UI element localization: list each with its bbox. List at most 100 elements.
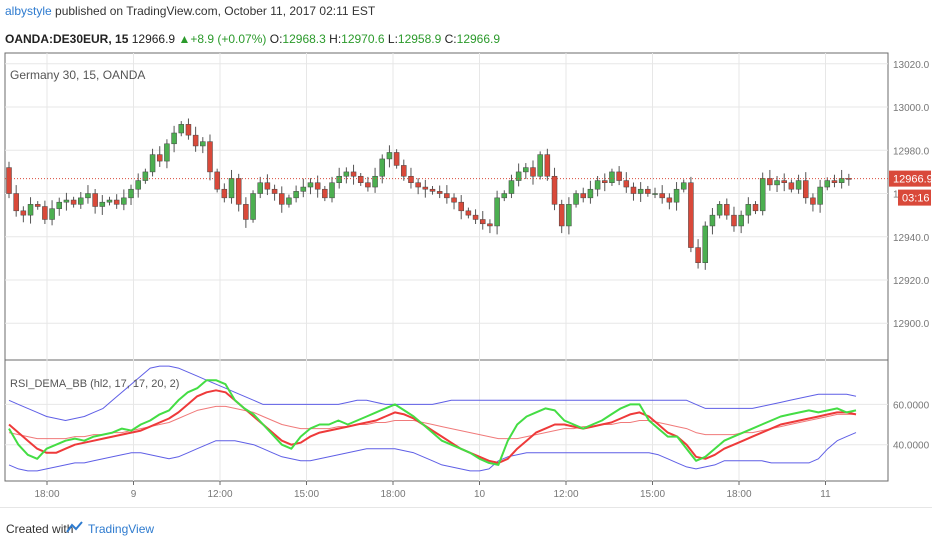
candle-bull (307, 182, 314, 188)
footer: Created with TradingView (0, 507, 932, 551)
indicator-title: RSI_DEMA_BB (hl2, 17, 17, 20, 2) (10, 378, 179, 390)
candle-bear (34, 204, 41, 207)
low-value: 12958.9 (397, 32, 442, 46)
candle-bull (27, 204, 34, 216)
price-tick-label: 12900.0 (893, 319, 930, 330)
candle-bull (609, 171, 615, 183)
candle-bear (271, 188, 278, 194)
tradingview-logo-icon (66, 521, 83, 533)
last-price-tag (889, 170, 931, 187)
candle-bear (623, 180, 630, 188)
countdown-tag (898, 189, 931, 206)
candle-bear (192, 134, 199, 147)
candle-bull (135, 180, 141, 190)
time-tick-label: 15:00 (640, 489, 665, 500)
candle-bear (264, 182, 271, 190)
candle-bear (479, 219, 486, 225)
candle-bull (56, 201, 62, 209)
publish-text: published on TradingView.com, October 11… (51, 4, 376, 18)
candle-bull (637, 188, 644, 194)
up-arrow-icon: ▲ (178, 32, 191, 46)
candle-bull (817, 186, 823, 205)
time-tick-label: 11 (820, 489, 831, 500)
candle-bear (221, 188, 228, 199)
rsi-tick-label: 60.0000 (893, 400, 930, 411)
candle-bull (372, 175, 378, 188)
candle-bull (716, 204, 723, 216)
candle-bull (63, 199, 70, 203)
chart-title: Germany 30, 15, OANDA (10, 68, 145, 82)
candle-bear (688, 182, 694, 248)
price-tick-label: 12980.0 (893, 146, 930, 157)
candle-bear (408, 175, 414, 183)
candle-bull (300, 186, 307, 192)
candle-bull (523, 167, 529, 173)
candle-bull (795, 180, 802, 190)
time-tick-label: 18:00 (34, 489, 59, 500)
price-tick-label: 12920.0 (893, 276, 930, 287)
time-tick-label: 15:00 (294, 489, 319, 500)
candle-bear (602, 180, 608, 183)
candle-bear (558, 204, 565, 227)
candle-bear (322, 188, 328, 199)
candle-bear (214, 171, 220, 190)
candle-bear (6, 167, 12, 194)
candle-bear (731, 214, 737, 227)
tradingview-brand[interactable]: TradingView (88, 522, 155, 536)
last-price: 12966.9 (131, 32, 176, 46)
candle-bear (803, 180, 809, 199)
candle-bull (745, 204, 752, 216)
candle-bear (810, 197, 816, 205)
candle-bull (329, 182, 335, 199)
candle-bear (13, 193, 19, 212)
open-label: O: (269, 32, 283, 46)
candle-bull (78, 197, 84, 205)
candle-bull (759, 178, 766, 212)
candle-bear (436, 191, 443, 194)
candle-bear (357, 175, 364, 183)
candle-bear (365, 182, 371, 188)
candle-bull (501, 193, 508, 199)
candle-bear (92, 193, 98, 207)
candle-bear (666, 197, 673, 203)
candle-bull (121, 197, 127, 205)
candles (6, 118, 852, 270)
time-tick-label: 10 (474, 489, 486, 500)
bb-upper-line (8, 365, 857, 421)
candle-bull (99, 201, 106, 207)
candle-bear (156, 154, 163, 162)
candle-bull (573, 193, 579, 205)
candle-bear (401, 165, 407, 177)
time-tick-label: 18:00 (726, 489, 751, 500)
candle-bear (444, 193, 450, 199)
candle-bull (142, 171, 149, 181)
candle-bear (724, 204, 730, 216)
created-with-text: Created with (6, 522, 74, 536)
bb-lower-line (8, 432, 857, 472)
candle-bull (49, 208, 55, 220)
candle-bear (70, 199, 77, 205)
candle-bear (451, 197, 457, 203)
candle-bear (314, 182, 321, 190)
close-label: C: (444, 32, 457, 46)
candle-bull (508, 180, 515, 194)
author-link[interactable]: albystyle (5, 4, 52, 18)
candle-bear (530, 167, 536, 177)
time-tick-label: 18:00 (380, 489, 405, 500)
candle-bear (207, 141, 213, 173)
symbol-label[interactable]: OANDA:DE30EUR, 15 (5, 32, 129, 46)
price-tick-label: 13020.0 (893, 60, 930, 71)
candle-bear (831, 180, 838, 183)
rsi-lines (8, 365, 857, 472)
candle-bull (178, 124, 185, 134)
candle-bull (566, 204, 572, 227)
open-value: 12968.3 (282, 32, 326, 46)
candle-bear (113, 199, 120, 205)
candle-bear (551, 175, 558, 205)
candle-bear (544, 154, 551, 177)
candle-bull (250, 193, 256, 220)
chart-canvas[interactable]: 13020.013000.012980.012960.012940.012920… (0, 50, 932, 507)
high-value: 12970.6 (341, 32, 385, 46)
candle-bear (472, 214, 479, 220)
candle-bull (709, 214, 716, 227)
